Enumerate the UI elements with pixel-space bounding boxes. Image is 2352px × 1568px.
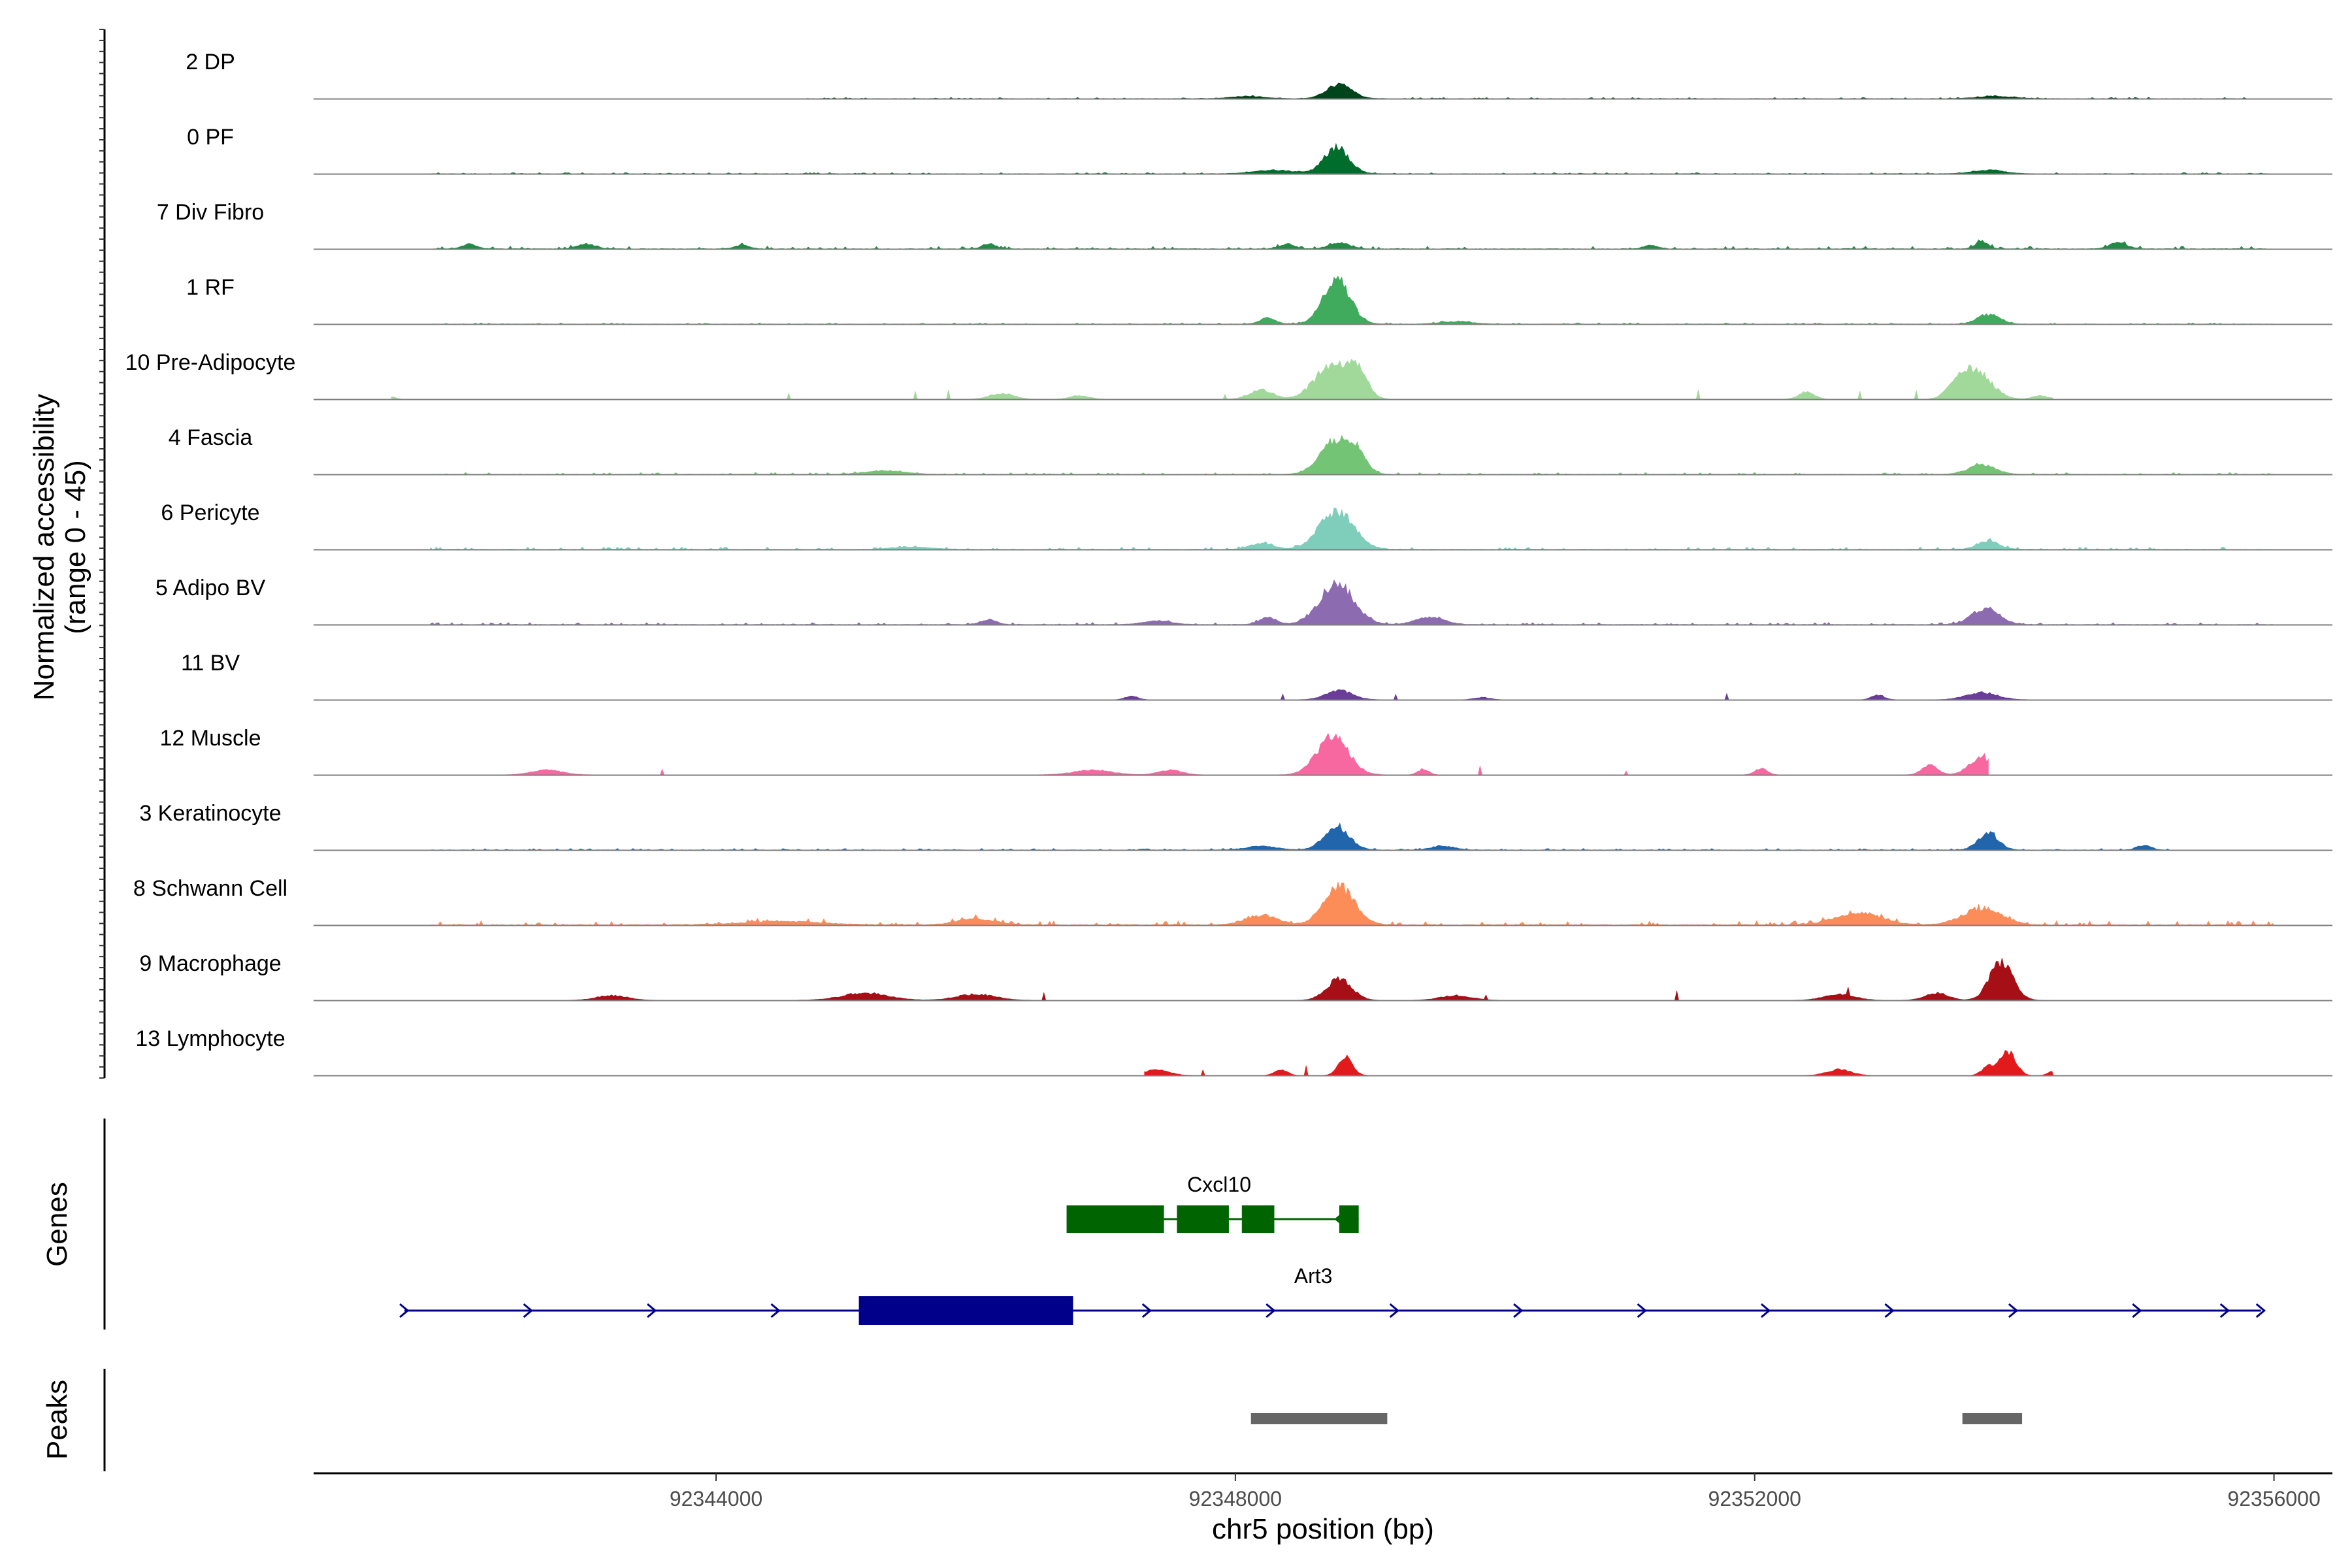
- strand-arrow: [1141, 1303, 1152, 1318]
- x-axis: 92344000 92348000 92352000 92356000 chr5 pos…: [314, 1472, 2332, 1545]
- coverage-area: [430, 958, 2053, 1001]
- track-label: 10 Pre-Adipocyte: [125, 350, 296, 375]
- track-label: 4 Fascia: [169, 425, 253, 450]
- track-9: 12 Muscle: [160, 726, 2332, 776]
- peak-region: [1250, 1413, 1388, 1424]
- x-axis-title: chr5 position (bp): [1212, 1513, 1434, 1545]
- strand-arrow: [1637, 1303, 1647, 1318]
- track-label: 6 Pericyte: [161, 500, 259, 525]
- gene-exon: [1241, 1205, 1275, 1233]
- x-tick-label: 92344000: [670, 1487, 762, 1511]
- track-label: 0 PF: [187, 125, 234, 150]
- track-label: 7 Div Fibro: [157, 200, 264, 225]
- track-5: 4 Fascia: [169, 425, 2332, 476]
- track-6: 6 Pericyte: [161, 500, 2332, 551]
- coverage-area: [806, 82, 2248, 99]
- y-axis-title: Normalized accessibility(range 0 - 45): [28, 394, 91, 700]
- left-axis-panel: Normalized accessibility(range 0 - 45) Ge…: [28, 29, 106, 1471]
- track-label: 2 DP: [186, 50, 235, 74]
- coverage-area: [430, 142, 2274, 174]
- y-axis-title-line: (range 0 - 45): [59, 460, 91, 634]
- track-10: 3 Keratinocyte: [139, 801, 2332, 851]
- track-label: 9 Macrophage: [139, 951, 281, 976]
- coverage-area: [430, 580, 2274, 625]
- track-label: 12 Muscle: [160, 726, 261, 751]
- gene-exon: [1177, 1205, 1229, 1233]
- track-label: 11 BV: [181, 651, 240, 676]
- strand-arrow: [2008, 1303, 2019, 1318]
- strand-arrow: [2255, 1303, 2266, 1318]
- strand-arrow: [523, 1303, 533, 1318]
- strand-arrow: [1513, 1303, 1524, 1318]
- track-3: 1 RF: [186, 275, 2332, 325]
- gene-exon: [1066, 1205, 1164, 1233]
- track-label: 1 RF: [186, 275, 235, 300]
- track-label: 13 Lymphocyte: [135, 1026, 285, 1051]
- genes-panel-title: Genes: [41, 1182, 73, 1267]
- track-13: 13 Lymphocyte: [135, 1026, 2332, 1077]
- coverage-area: [430, 434, 2274, 475]
- track-label: 3 Keratinocyte: [139, 801, 281, 826]
- genes-panel: Cxcl10 Art3: [399, 1173, 2266, 1325]
- strand-arrow: [1389, 1303, 1399, 1318]
- strand-arrow: [770, 1303, 781, 1318]
- coverage-area: [430, 275, 2274, 325]
- track-label: 8 Schwann Cell: [133, 876, 287, 901]
- coverage-area: [391, 359, 2054, 400]
- x-tick-label: 92348000: [1189, 1487, 1282, 1511]
- y-axis-title-line: Normalized accessibility: [28, 394, 60, 700]
- track-2: 7 Div Fibro: [157, 200, 2332, 250]
- coverage-area: [430, 822, 2170, 851]
- strand-arrow: [1760, 1303, 1771, 1318]
- coverage-area: [430, 239, 2268, 250]
- gene-label: Cxcl10: [1187, 1173, 1251, 1196]
- track-4: 10 Pre-Adipocyte: [125, 350, 2332, 400]
- peaks-panel: [1250, 1413, 2023, 1424]
- gene-exon: [858, 1296, 1073, 1325]
- peaks-panel-title: Peaks: [41, 1380, 73, 1460]
- x-tick-label: 92356000: [2227, 1487, 2320, 1511]
- track-8: 11 BV: [181, 651, 2332, 701]
- track-12: 9 Macrophage: [139, 951, 2332, 1002]
- coverage-area: [391, 732, 1989, 776]
- track-11: 8 Schwann Cell: [133, 876, 2332, 926]
- coverage-area: [1105, 689, 2040, 700]
- strand-arrow: [1884, 1303, 1895, 1318]
- x-tick-label: 92352000: [1708, 1487, 1801, 1511]
- peak-region: [1962, 1413, 2023, 1424]
- strand-arrow: [399, 1303, 410, 1318]
- track-label: 5 Adipo BV: [155, 576, 266, 600]
- strand-arrow: [2219, 1303, 2230, 1318]
- tracks-layer: 2 DP 0 PF 7 Div Fibro 1 RF 10 Pre-Adipocyte 4…: [125, 50, 2332, 1077]
- strand-arrow: [2132, 1303, 2142, 1318]
- track-7: 5 Adipo BV: [155, 576, 2332, 626]
- strand-arrow: [1266, 1303, 1276, 1318]
- track-0: 2 DP: [186, 50, 2332, 100]
- strand-arrow: [647, 1303, 657, 1318]
- gene-art3: Art3: [399, 1264, 2266, 1325]
- gene-exon: [1339, 1205, 1359, 1233]
- gene-cxcl10: Cxcl10: [1066, 1173, 1359, 1233]
- coverage-area: [430, 881, 2275, 926]
- coverage-area: [1144, 1050, 2054, 1076]
- coverage-area: [430, 508, 2274, 550]
- track-1: 0 PF: [187, 125, 2332, 175]
- gene-label: Art3: [1294, 1264, 1333, 1288]
